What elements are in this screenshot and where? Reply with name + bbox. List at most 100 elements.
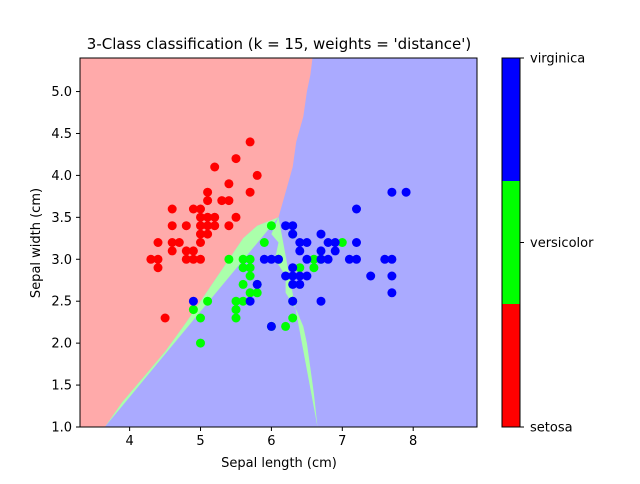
point-virginica: [288, 263, 298, 273]
point-setosa: [181, 246, 191, 256]
point-virginica: [295, 246, 305, 256]
point-setosa: [196, 254, 205, 264]
point-setosa: [196, 212, 205, 222]
point-versicolor: [238, 263, 248, 273]
y-tick-label: 3.5: [51, 211, 72, 226]
point-setosa: [210, 162, 220, 172]
point-setosa: [203, 196, 213, 206]
point-setosa: [203, 229, 213, 239]
point-versicolor: [203, 296, 213, 306]
point-virginica: [352, 254, 361, 264]
x-axis-label: Sepal length (cm): [221, 456, 337, 471]
point-setosa: [160, 313, 170, 323]
point-setosa: [188, 204, 198, 214]
point-setosa: [153, 238, 163, 247]
point-virginica: [316, 254, 326, 264]
point-versicolor: [231, 305, 241, 315]
y-axis-label: Sepal width (cm): [29, 188, 44, 298]
point-virginica: [266, 254, 276, 264]
point-virginica: [316, 296, 326, 306]
point-virginica: [387, 271, 397, 281]
point-virginica: [323, 254, 333, 264]
y-axis-ticks: 1.0 1.5 2.0 2.5 3.0 3.5 4.0 4.5 5.0: [51, 85, 80, 436]
point-setosa: [153, 263, 163, 273]
point-versicolor: [224, 254, 234, 264]
point-versicolor: [238, 279, 248, 289]
point-virginica: [288, 221, 298, 231]
point-versicolor: [266, 221, 276, 231]
point-virginica: [266, 321, 276, 331]
point-setosa: [146, 254, 156, 264]
point-setosa: [203, 212, 213, 222]
point-versicolor: [309, 263, 319, 273]
point-setosa: [245, 137, 255, 147]
point-setosa: [210, 221, 220, 231]
point-virginica: [387, 187, 397, 197]
point-virginica: [330, 246, 340, 256]
point-setosa: [231, 154, 241, 164]
point-virginica: [245, 296, 255, 306]
point-setosa: [196, 229, 205, 239]
point-virginica: [295, 271, 305, 281]
y-tick-label: 4.5: [51, 127, 72, 142]
point-versicolor: [259, 238, 269, 247]
point-virginica: [387, 254, 397, 264]
point-versicolor: [238, 254, 248, 264]
point-setosa: [252, 170, 262, 180]
point-virginica: [316, 246, 326, 256]
point-virginica: [274, 254, 283, 264]
point-versicolor: [245, 254, 255, 264]
y-tick-label: 4.0: [51, 169, 72, 184]
x-axis-ticks: 4 5 6 7 8: [125, 427, 417, 449]
y-tick-label: 2.0: [51, 337, 72, 352]
point-versicolor: [196, 313, 205, 323]
point-virginica: [252, 279, 262, 289]
point-virginica: [295, 279, 305, 289]
point-setosa: [188, 254, 198, 264]
point-setosa: [167, 221, 177, 231]
point-setosa: [224, 196, 234, 206]
colorbar-segment-versicolor: [502, 181, 520, 304]
point-virginica: [259, 254, 269, 264]
point-setosa: [224, 221, 234, 231]
point-setosa: [245, 187, 255, 197]
y-tick-label: 1.0: [51, 421, 72, 436]
point-virginica: [281, 271, 291, 281]
point-virginica: [380, 254, 390, 264]
point-virginica: [188, 296, 198, 306]
point-setosa: [188, 246, 198, 256]
point-versicolor: [337, 238, 347, 247]
point-versicolor: [281, 321, 291, 331]
point-virginica: [302, 254, 312, 264]
chart-title: 3-Class classification (k = 15, weights …: [87, 35, 471, 53]
point-setosa: [181, 221, 191, 231]
point-virginica: [352, 238, 361, 247]
x-tick-label: 8: [409, 434, 417, 449]
point-versicolor: [295, 263, 305, 273]
point-virginica: [330, 238, 340, 247]
point-versicolor: [245, 263, 255, 273]
point-virginica: [344, 254, 354, 264]
decision-regions: [80, 58, 477, 427]
colorbar: setosa versicolor virginica: [501, 52, 594, 436]
point-versicolor: [309, 254, 319, 264]
point-virginica: [401, 187, 411, 197]
point-setosa: [196, 238, 205, 247]
point-virginica: [295, 238, 305, 247]
point-setosa: [203, 187, 213, 197]
point-virginica: [316, 229, 326, 239]
point-setosa: [203, 221, 213, 231]
colorbar-segment-setosa: [502, 304, 520, 427]
point-virginica: [302, 271, 312, 281]
point-versicolor: [196, 338, 205, 348]
point-setosa: [153, 254, 163, 264]
point-virginica: [288, 271, 298, 281]
point-setosa: [181, 254, 191, 264]
x-tick-label: 5: [196, 434, 204, 449]
y-tick-label: 3.0: [51, 253, 72, 268]
plot-frame: [79, 57, 478, 428]
point-setosa: [167, 246, 177, 256]
colorbar-segment-virginica: [502, 58, 520, 181]
